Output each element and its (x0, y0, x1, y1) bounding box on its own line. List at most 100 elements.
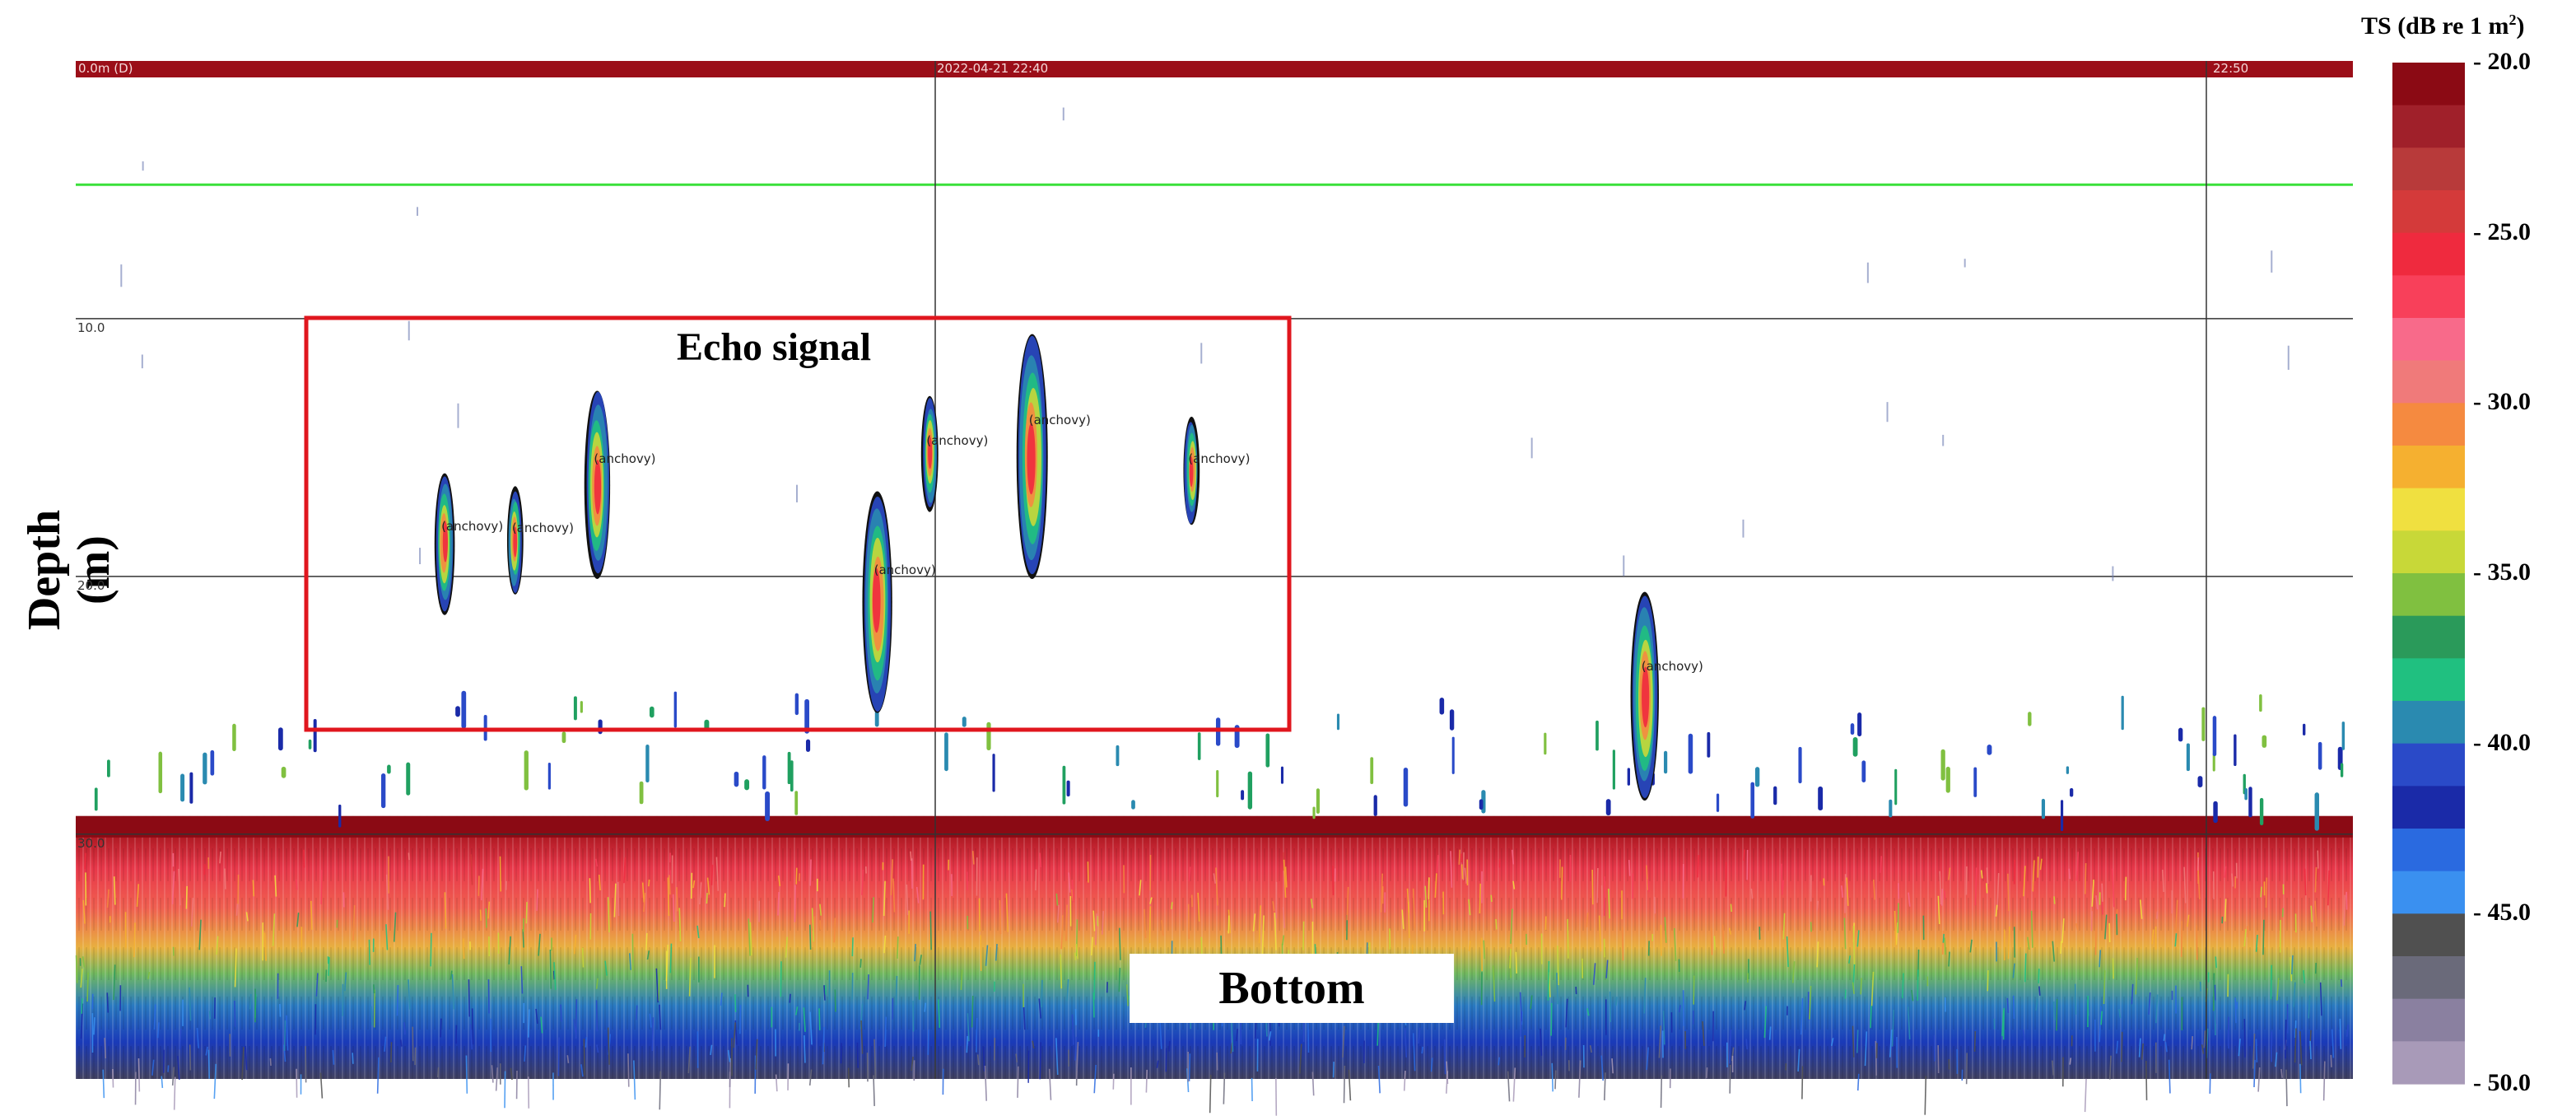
seabed-streak (2053, 896, 2056, 904)
seabed-streak (2148, 992, 2151, 1015)
seabed-streak (676, 887, 678, 912)
seabed-streak (1870, 1006, 1872, 1029)
seabed-streak (809, 859, 812, 886)
seabed-streak (1209, 1074, 1212, 1114)
seabed-streak (1647, 879, 1650, 892)
seabed-streak (1507, 1071, 1511, 1102)
seabed-streak (1272, 901, 1275, 912)
seabed-streak (1846, 877, 1849, 906)
seabed-streak (580, 1064, 584, 1077)
seabed-streak (1781, 880, 1785, 895)
seabed-streak (595, 978, 599, 989)
seabed-streak (1015, 1053, 1018, 1062)
seabed-streak (1404, 1028, 1408, 1058)
seabed-streak (775, 1074, 778, 1092)
seabed-streak (1421, 1046, 1424, 1054)
seabed-streak (1048, 1068, 1052, 1100)
seabed-streak (2299, 1063, 2302, 1094)
seabed-streak (241, 1047, 245, 1081)
seabed-streak (833, 918, 836, 943)
seabed-streak (1188, 866, 1191, 881)
colorbar-tick-label: - 40.0 (2473, 728, 2531, 756)
seabed-streak (906, 885, 909, 916)
seabed-streak (525, 902, 528, 924)
seabed-streak (1911, 989, 1914, 1002)
seabed-streak (883, 880, 886, 917)
seabed-streak (190, 898, 194, 927)
seabed-streak (2052, 941, 2056, 962)
seabed-streak (1093, 1064, 1097, 1094)
seabed-streak (1112, 1073, 1115, 1090)
seabed-streak (1348, 1069, 1352, 1101)
seabed-streak (1284, 866, 1288, 888)
seabed-streak (1942, 933, 1945, 943)
seabed-streak (2346, 1024, 2349, 1037)
seabed-streak (1551, 1062, 1554, 1092)
seabed-streak (384, 1036, 387, 1052)
seabed-streak (2012, 963, 2015, 978)
colorbar-swatch (2392, 147, 2465, 191)
seabed-streak (1095, 913, 1097, 946)
seabed-streak (803, 1007, 806, 1032)
seabed-streak (179, 1028, 182, 1050)
seabed-streak (1311, 1072, 1315, 1096)
seabed-streak (710, 1044, 713, 1056)
seabed-streak (535, 1008, 538, 1024)
seabed-streak (706, 877, 710, 895)
seabed-streak (1540, 1028, 1543, 1056)
seabed-streak (573, 934, 577, 955)
seabed-streak (2035, 998, 2038, 1011)
echo-signal-label: Echo signal (677, 325, 872, 369)
seabed-streak (2309, 1040, 2312, 1060)
seabed-streak (2103, 969, 2106, 1005)
colorbar-title: TS (dB re 1 m2) (2361, 12, 2525, 40)
fish-target-core (1642, 666, 1650, 728)
seabed-streak (1615, 997, 1618, 1006)
colorbar-swatch (2392, 446, 2465, 489)
colorbar-swatch (2392, 318, 2465, 362)
seabed-streak (1490, 894, 1493, 903)
seabed-streak (1600, 1055, 1605, 1081)
seabed-streak (235, 904, 239, 916)
seabed-streak (999, 899, 1002, 935)
seabed-streak (748, 918, 751, 956)
seabed-streak (1875, 1040, 1878, 1076)
seabed-streak (1550, 1002, 1553, 1036)
seabed-streak (305, 1046, 307, 1083)
seabed-streak (2002, 1007, 2005, 1040)
seabed-streak (1891, 1009, 1894, 1047)
seabed-streak (2280, 1068, 2283, 1078)
seabed-streak (2183, 866, 2187, 904)
seabed-streak (655, 968, 659, 1003)
seabed-texture (76, 815, 2353, 1079)
seabed-streak (2314, 963, 2317, 974)
seabed-streak (1252, 913, 1256, 932)
seabed-streak (524, 1045, 527, 1062)
seabed-streak (1510, 908, 1513, 944)
seabed-streak (1852, 1025, 1855, 1058)
seabed-streak (1039, 852, 1042, 868)
seabed-streak (1055, 893, 1059, 906)
seabed-streak (566, 1055, 570, 1063)
surface-band (76, 61, 2353, 77)
seabed-streak (1282, 907, 1286, 929)
seabed-streak (440, 1018, 442, 1038)
seabed-streak (706, 893, 708, 904)
seabed-streak (785, 936, 789, 958)
seabed-streak (727, 1049, 731, 1062)
seabed-streak (216, 936, 219, 955)
seabed-streak (1596, 867, 1599, 904)
seabed-streak (927, 1030, 929, 1055)
seabed-streak (252, 880, 255, 897)
seabed-streak (985, 945, 989, 966)
seabed-streak (1556, 973, 1559, 1005)
seabed-streak (1055, 1038, 1059, 1075)
seabed-streak (672, 894, 675, 922)
seabed-streak (2343, 894, 2346, 926)
colorbar-swatch (2392, 232, 2465, 276)
seabed-streak (2140, 899, 2143, 919)
seabed-streak (1894, 911, 1897, 946)
seabed-streak (617, 881, 620, 917)
seabed-streak (303, 849, 305, 868)
seabed-streak (283, 1020, 286, 1051)
